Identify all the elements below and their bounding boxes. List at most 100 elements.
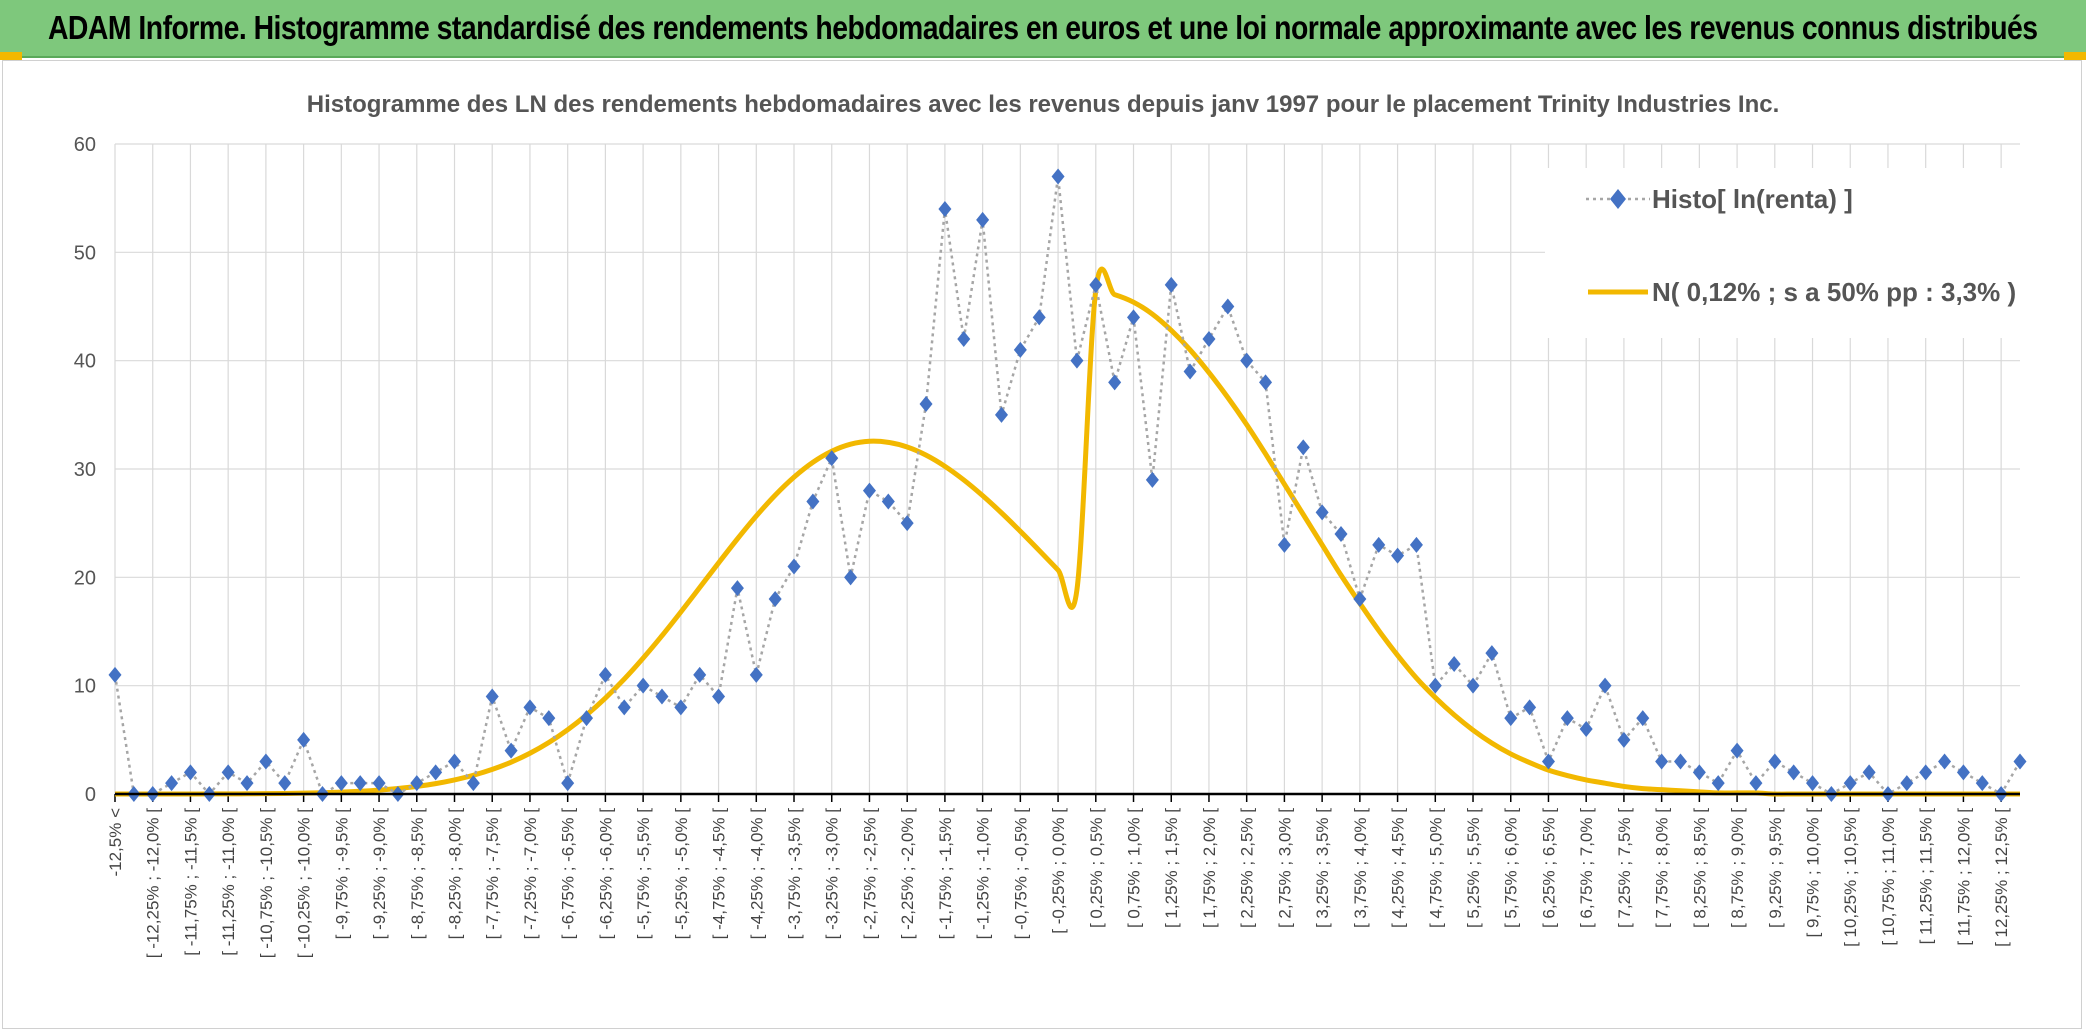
x-tick-label: [ 9,75% ; 10,0% [ (1804, 808, 1823, 938)
histogram-point (806, 493, 820, 510)
chart-grid (114, 143, 2020, 794)
x-tick-label: [ -4,25% ; -4,0% [ (747, 808, 766, 940)
histogram-point (183, 764, 197, 781)
histogram-point (862, 482, 876, 499)
x-tick-label: [ 6,75% ; 7,0% [ (1577, 808, 1596, 928)
histogram-point (655, 688, 669, 705)
histogram-point (1560, 710, 1574, 727)
x-tick-label: [ 5,75% ; 6,0% [ (1502, 808, 1521, 928)
histogram-point (1843, 775, 1857, 792)
x-tick-label: [ 3,75% ; 4,0% [ (1351, 808, 1370, 928)
histogram-point (1730, 742, 1744, 759)
x-tick-label: [ -12,25% ; -12,0% [ (144, 808, 163, 959)
x-tick-label: [ 9,25% ; 9,5% [ (1766, 808, 1785, 928)
histogram-point (542, 710, 556, 727)
x-tick-label: [ 8,25% ; 8,5% [ (1690, 808, 1709, 928)
report-banner: ADAM Informe. Histogramme standardisé de… (0, 0, 2086, 58)
y-tick-label: 10 (74, 676, 96, 698)
histogram-point (1353, 591, 1367, 607)
histogram-point (165, 775, 179, 792)
x-tick-label: [ -11,75% ; -11,5% [ (181, 808, 200, 956)
histogram-markers (108, 168, 2027, 802)
chart-title: Histogramme des LN des rendements hebdom… (307, 91, 1780, 118)
histogram-point (768, 591, 782, 607)
x-tick-label: [ -7,25% ; -7,0% [ (521, 808, 540, 940)
histogram-point (1447, 656, 1461, 672)
x-tick-label: [ -4,75% ; -4,5% [ (710, 808, 729, 940)
histogram-point (1089, 276, 1103, 293)
histogram-point (1145, 471, 1159, 488)
banner-corner-right (2064, 52, 2086, 60)
histogram-point (1711, 775, 1725, 792)
x-axis-ticks: -12,5% < [ -12,25% ; -12,0% [[ -11,75% ; … (106, 794, 2011, 958)
histogram-point (900, 515, 914, 532)
x-tick-label: [ 6,25% ; 6,5% [ (1539, 808, 1558, 928)
x-tick-label: [ 11,25% ; 11,5% [ (1917, 808, 1936, 945)
histogram-point (2013, 753, 2027, 770)
normal-curve-line (115, 266, 2020, 797)
y-tick-label: 30 (74, 459, 96, 481)
y-tick-label: 40 (74, 351, 96, 373)
histogram-point (1032, 309, 1046, 326)
x-tick-label: [ 0,25% ; 0,5% [ (1087, 808, 1106, 928)
x-tick-label: [ 2,75% ; 3,0% [ (1275, 808, 1294, 928)
histogram-point (1938, 753, 1952, 770)
histogram-point (938, 201, 952, 217)
histogram-point (1428, 677, 1442, 694)
y-tick-label: 60 (74, 134, 96, 156)
histogram-point (617, 699, 631, 716)
x-tick-label: [ -2,75% ; -2,5% [ (860, 808, 879, 940)
histogram-point (1579, 721, 1593, 737)
x-tick-label: [ -9,25% ; -9,0% [ (370, 808, 389, 940)
histogram-point (1108, 374, 1122, 391)
histogram-point (448, 753, 462, 770)
x-tick-label: [ -10,25% ; -10,0% [ (295, 808, 314, 959)
histogram-point (372, 775, 386, 792)
x-tick-label: [ 0,75% ; 1,0% [ (1125, 808, 1144, 928)
histogram-point (1636, 710, 1650, 727)
y-tick-label: 50 (74, 242, 96, 264)
banner-corner-left (0, 52, 22, 60)
histogram-point (259, 753, 273, 770)
histogram-point (1409, 536, 1423, 553)
x-tick-label: [ -3,75% ; -3,5% [ (785, 808, 804, 940)
histogram-point (1259, 374, 1273, 391)
histogram-point (1051, 168, 1065, 185)
histogram-point (1202, 331, 1216, 347)
x-tick-label: [ -0,75% ; -0,5% [ (1011, 808, 1030, 940)
histogram-point (1956, 764, 1970, 781)
histogram-point (1655, 753, 1669, 770)
legend-histo-marker (1610, 189, 1626, 209)
histogram-point (1013, 341, 1027, 358)
histogram-point (108, 666, 122, 683)
x-tick-label: [ -5,25% ; -5,0% [ (672, 808, 691, 940)
x-tick-label: [ -6,75% ; -6,5% [ (559, 808, 578, 940)
histogram-point (466, 775, 480, 792)
x-tick-label: [ -1,75% ; -1,5% [ (936, 808, 955, 940)
x-tick-label: [ 1,75% ; 2,0% [ (1200, 808, 1219, 928)
histogram-point (825, 450, 839, 467)
histogram-point (1749, 775, 1763, 792)
histogram-point (1221, 298, 1235, 315)
histogram-point (1919, 764, 1933, 781)
x-tick-label: [ -7,75% ; -7,5% [ (483, 808, 502, 940)
x-tick-label: [ 10,75% ; 11,0% [ (1879, 808, 1898, 946)
histogram-point (1372, 536, 1386, 553)
histogram-point (1315, 504, 1329, 521)
x-tick-label: [ -1,25% ; -1,0% [ (974, 808, 993, 940)
histogram-point (1673, 753, 1687, 770)
histogram-point (240, 775, 254, 792)
histogram-point (1334, 526, 1348, 542)
histogram-point (1787, 764, 1801, 781)
chart-frame (2, 60, 2082, 1029)
x-tick-label: [ 5,25% ; 5,5% [ (1464, 808, 1483, 928)
report-title: ADAM Informe. Histogramme standardisé de… (48, 9, 2038, 46)
x-tick-label: [ 7,25% ; 7,5% [ (1615, 808, 1634, 928)
x-tick-label: [ 2,25% ; 2,5% [ (1238, 808, 1257, 928)
x-tick-label: [ -3,25% ; -3,0% [ (823, 808, 842, 940)
histogram-point (1900, 775, 1914, 792)
histogram-point (429, 764, 443, 781)
histogram-point (1466, 677, 1480, 694)
histogram-point (844, 569, 858, 586)
histogram-point (1806, 775, 1820, 792)
